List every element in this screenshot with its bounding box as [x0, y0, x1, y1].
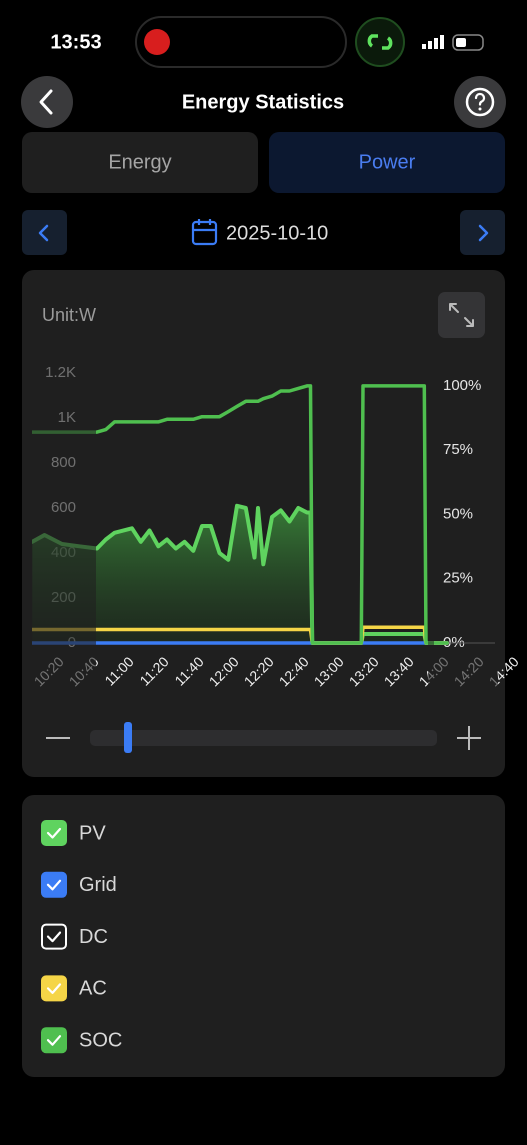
y2-tick-label: 75% — [443, 441, 473, 458]
y2-tick-label: 25% — [443, 570, 473, 587]
tab[interactable] — [22, 132, 258, 193]
expand-icon — [449, 303, 474, 327]
filter-label[interactable]: Grid — [79, 874, 117, 896]
check-mark — [46, 827, 62, 839]
slider-thumb[interactable] — [124, 722, 132, 753]
zoom-in-button[interactable] — [457, 726, 481, 750]
next-date-button[interactable] — [460, 210, 505, 255]
tab[interactable] — [269, 132, 505, 193]
out-of-range-shade — [32, 360, 96, 690]
y2-tick-label: 0% — [443, 634, 465, 651]
next-icon — [478, 224, 489, 242]
prev-date-button[interactable] — [22, 210, 67, 255]
filter-checkbox[interactable] — [41, 820, 67, 846]
filter-label[interactable]: AC — [79, 978, 107, 1000]
series-area — [32, 505, 447, 643]
date-label[interactable]: 2025-10-10 — [226, 222, 328, 244]
page-title: Energy Statistics — [182, 91, 344, 113]
chart-card — [22, 270, 505, 777]
battery-level — [456, 38, 466, 47]
check-mark — [46, 879, 62, 891]
slider-track[interactable] — [90, 730, 437, 746]
out-of-range-shade — [428, 360, 434, 648]
filter-label[interactable]: SOC — [79, 1029, 122, 1051]
series-line — [32, 384, 449, 645]
filter-checkbox[interactable] — [41, 975, 67, 1002]
link-icon — [367, 34, 393, 50]
tab-label: Energy — [108, 151, 171, 173]
dynamic-island — [135, 16, 347, 68]
back-button[interactable] — [21, 76, 73, 128]
y2-tick-label: 50% — [443, 505, 473, 522]
y2-tick-label: 100% — [443, 377, 481, 394]
help-icon-mark — [474, 92, 486, 106]
help-icon — [465, 87, 495, 117]
filter-card — [22, 795, 505, 1077]
expand-button[interactable] — [438, 292, 485, 338]
help-icon-dot — [478, 107, 482, 111]
app-icon — [144, 29, 170, 55]
unit-label: Unit:W — [42, 305, 96, 325]
series-group — [32, 384, 449, 645]
activity-icon — [355, 17, 405, 67]
check-mark — [46, 1035, 62, 1046]
status-time: 13:53 — [50, 31, 101, 53]
filter-label[interactable]: DC — [79, 926, 108, 948]
calendar-icon — [191, 219, 218, 246]
check-mark — [46, 983, 62, 994]
prev-icon — [38, 224, 49, 242]
filter-label[interactable]: PV — [79, 822, 106, 844]
battery-icon — [452, 34, 484, 51]
back-icon — [39, 89, 53, 115]
filter-checkbox[interactable] — [41, 871, 67, 898]
filter-checkbox[interactable] — [41, 923, 67, 950]
signal-icon — [422, 35, 444, 49]
check-mark — [46, 931, 62, 943]
tab-label: Power — [359, 151, 416, 173]
out-of-range-shade — [428, 648, 498, 693]
filter-checkbox[interactable] — [41, 1027, 67, 1054]
